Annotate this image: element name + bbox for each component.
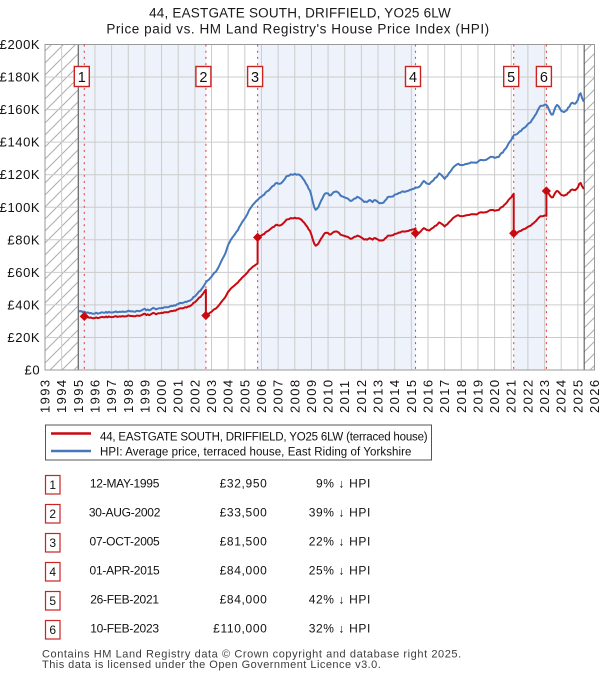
svg-text:2009: 2009 bbox=[304, 378, 319, 413]
svg-text:£33,500: £33,500 bbox=[220, 506, 268, 520]
svg-text:2001: 2001 bbox=[171, 378, 186, 413]
svg-text:39% ↓ HPI: 39% ↓ HPI bbox=[309, 506, 371, 520]
svg-text:£84,000: £84,000 bbox=[220, 593, 268, 607]
svg-text:£60K: £60K bbox=[7, 265, 40, 280]
svg-text:£40K: £40K bbox=[7, 297, 40, 312]
svg-text:1994: 1994 bbox=[54, 378, 69, 413]
svg-text:£140K: £140K bbox=[0, 135, 40, 150]
svg-text:5: 5 bbox=[49, 594, 56, 608]
svg-text:£200K: £200K bbox=[0, 37, 40, 52]
svg-text:2002: 2002 bbox=[187, 378, 202, 413]
svg-text:HPI: Average price, terraced h: HPI: Average price, terraced house, East… bbox=[100, 447, 411, 459]
svg-text:Price paid vs. HM Land Registr: Price paid vs. HM Land Registry's House … bbox=[106, 22, 489, 37]
svg-text:32% ↓ HPI: 32% ↓ HPI bbox=[309, 622, 371, 636]
svg-text:4: 4 bbox=[49, 565, 56, 579]
svg-text:2024: 2024 bbox=[554, 378, 569, 413]
svg-text:2005: 2005 bbox=[237, 378, 252, 413]
svg-text:2017: 2017 bbox=[437, 378, 452, 413]
svg-text:42% ↓ HPI: 42% ↓ HPI bbox=[309, 593, 371, 607]
svg-text:2: 2 bbox=[49, 507, 56, 521]
svg-text:2012: 2012 bbox=[354, 378, 369, 413]
svg-text:1993: 1993 bbox=[38, 378, 53, 413]
svg-text:22% ↓ HPI: 22% ↓ HPI bbox=[309, 535, 371, 549]
svg-text:2008: 2008 bbox=[287, 378, 302, 413]
svg-text:3: 3 bbox=[49, 536, 56, 550]
svg-text:£84,000: £84,000 bbox=[220, 564, 268, 578]
svg-text:£81,500: £81,500 bbox=[220, 535, 268, 549]
svg-text:1: 1 bbox=[78, 70, 86, 86]
svg-text:6: 6 bbox=[540, 70, 548, 86]
svg-text:£20K: £20K bbox=[7, 330, 40, 345]
svg-text:£120K: £120K bbox=[0, 167, 40, 182]
svg-text:2014: 2014 bbox=[387, 378, 402, 413]
svg-text:1997: 1997 bbox=[104, 378, 119, 413]
svg-text:2019: 2019 bbox=[470, 378, 485, 413]
svg-text:1996: 1996 bbox=[88, 378, 103, 413]
svg-text:2013: 2013 bbox=[371, 378, 386, 413]
svg-text:£100K: £100K bbox=[0, 200, 40, 215]
svg-text:1: 1 bbox=[49, 478, 56, 492]
svg-text:1998: 1998 bbox=[121, 378, 136, 413]
svg-text:This data is licensed under th: This data is licensed under the Open Gov… bbox=[42, 659, 381, 671]
svg-text:2010: 2010 bbox=[321, 378, 336, 413]
svg-text:9% ↓ HPI: 9% ↓ HPI bbox=[316, 477, 371, 491]
svg-text:4: 4 bbox=[409, 70, 417, 86]
svg-text:£80K: £80K bbox=[7, 232, 40, 247]
svg-text:44, EASTGATE SOUTH, DRIFFIELD,: 44, EASTGATE SOUTH, DRIFFIELD, YO25 6LW bbox=[149, 6, 451, 21]
svg-text:£0: £0 bbox=[25, 363, 41, 378]
svg-text:£110,000: £110,000 bbox=[213, 622, 267, 636]
svg-text:6: 6 bbox=[49, 623, 56, 637]
svg-text:2018: 2018 bbox=[454, 378, 469, 413]
svg-text:2007: 2007 bbox=[271, 378, 286, 413]
svg-text:12-MAY-1995: 12-MAY-1995 bbox=[90, 477, 160, 491]
svg-text:2: 2 bbox=[199, 70, 207, 86]
svg-text:2016: 2016 bbox=[421, 378, 436, 413]
svg-text:£32,950: £32,950 bbox=[220, 477, 268, 491]
svg-text:2026: 2026 bbox=[587, 378, 600, 413]
svg-text:01-APR-2015: 01-APR-2015 bbox=[90, 564, 161, 578]
svg-text:Contains HM Land Registry data: Contains HM Land Registry data © Crown c… bbox=[42, 649, 462, 661]
svg-text:26-FEB-2021: 26-FEB-2021 bbox=[90, 593, 159, 607]
svg-text:£180K: £180K bbox=[0, 70, 40, 85]
svg-text:2011: 2011 bbox=[337, 379, 352, 413]
svg-text:2003: 2003 bbox=[204, 378, 219, 413]
svg-text:£160K: £160K bbox=[0, 102, 40, 117]
svg-text:25% ↓ HPI: 25% ↓ HPI bbox=[309, 564, 371, 578]
svg-text:44, EASTGATE SOUTH, DRIFFIELD,: 44, EASTGATE SOUTH, DRIFFIELD, YO25 6LW … bbox=[100, 432, 428, 444]
svg-text:2004: 2004 bbox=[221, 378, 236, 413]
svg-text:2023: 2023 bbox=[537, 378, 552, 413]
svg-text:3: 3 bbox=[251, 70, 259, 86]
svg-text:2006: 2006 bbox=[254, 378, 269, 413]
svg-text:5: 5 bbox=[507, 70, 515, 86]
svg-text:2022: 2022 bbox=[520, 378, 535, 413]
svg-text:2000: 2000 bbox=[154, 378, 169, 413]
svg-text:1999: 1999 bbox=[137, 378, 152, 413]
svg-text:30-AUG-2002: 30-AUG-2002 bbox=[89, 506, 161, 520]
svg-text:10-FEB-2023: 10-FEB-2023 bbox=[90, 622, 159, 636]
svg-text:1995: 1995 bbox=[71, 378, 86, 413]
svg-text:2025: 2025 bbox=[570, 378, 585, 413]
svg-text:2015: 2015 bbox=[404, 378, 419, 413]
svg-text:2020: 2020 bbox=[487, 378, 502, 413]
svg-text:2021: 2021 bbox=[504, 378, 519, 413]
svg-text:07-OCT-2005: 07-OCT-2005 bbox=[90, 535, 161, 549]
